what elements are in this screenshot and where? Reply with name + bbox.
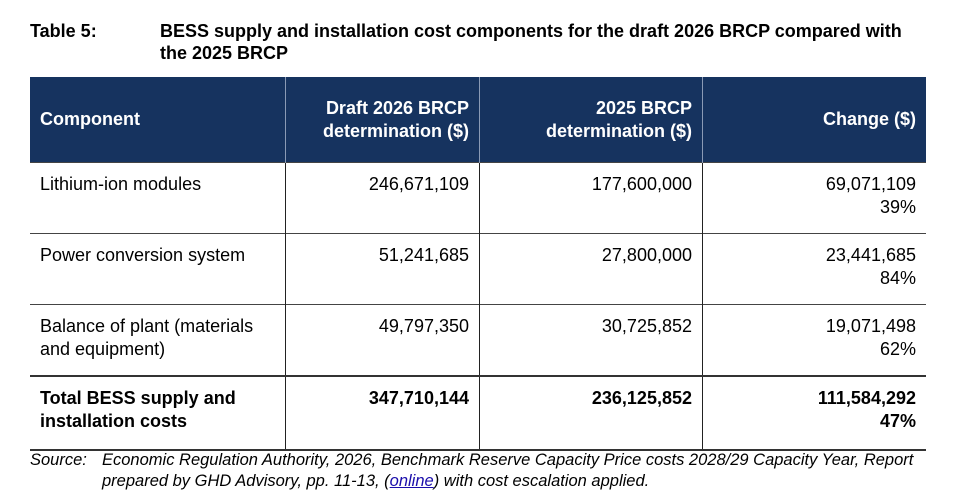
table-title: BESS supply and installation cost compon… bbox=[160, 21, 902, 63]
draft-cell: 347,710,144 bbox=[285, 375, 480, 451]
header-draft-2026: Draft 2026 BRCP determination ($) bbox=[285, 77, 480, 163]
component-cell: Balance of plant (materials and equipmen… bbox=[30, 304, 286, 376]
change-value: 69,071,109 bbox=[825, 174, 916, 194]
table-row: Power conversion system 51,241,685 27,80… bbox=[30, 233, 926, 305]
header-2025: 2025 BRCP determination ($) bbox=[479, 77, 703, 163]
prior-cell: 27,800,000 bbox=[479, 233, 703, 305]
change-percent: 47% bbox=[879, 411, 916, 431]
component-cell: Lithium-ion modules bbox=[30, 162, 286, 234]
table-row: Balance of plant (materials and equipmen… bbox=[30, 304, 926, 376]
draft-cell: 49,797,350 bbox=[285, 304, 480, 376]
draft-cell: 246,671,109 bbox=[285, 162, 480, 234]
change-cell: 19,071,498 62% bbox=[702, 304, 926, 376]
change-cell: 69,071,109 39% bbox=[702, 162, 926, 234]
change-percent: 84% bbox=[879, 268, 916, 288]
prior-cell: 177,600,000 bbox=[479, 162, 703, 234]
cost-table: Component Draft 2026 BRCP determination … bbox=[30, 77, 926, 451]
change-value: 111,584,292 bbox=[817, 388, 916, 408]
change-cell: 111,584,292 47% bbox=[702, 375, 926, 451]
header-component: Component bbox=[30, 77, 286, 163]
change-percent: 39% bbox=[879, 197, 916, 217]
change-value: 19,071,498 bbox=[825, 316, 916, 336]
draft-cell: 51,241,685 bbox=[285, 233, 480, 305]
source-label: Source: bbox=[30, 451, 87, 469]
change-value: 23,441,685 bbox=[825, 245, 916, 265]
source-text: Economic Regulation Authority, 2026, Ben… bbox=[102, 450, 961, 492]
prior-cell: 30,725,852 bbox=[479, 304, 703, 376]
table-row: Lithium-ion modules 246,671,109 177,600,… bbox=[30, 162, 926, 234]
header-change: Change ($) bbox=[702, 77, 926, 163]
table-label: Table 5: bbox=[30, 21, 97, 41]
header-row: Component Draft 2026 BRCP determination … bbox=[30, 77, 926, 163]
source-text-part: Economic Regulation Authority, 2026, Ben… bbox=[102, 451, 914, 490]
change-percent: 62% bbox=[879, 339, 916, 359]
prior-cell: 236,125,852 bbox=[479, 375, 703, 451]
component-cell: Total BESS supply and installation costs bbox=[30, 375, 286, 451]
change-cell: 23,441,685 84% bbox=[702, 233, 926, 305]
source-text-part: ) with cost escalation applied. bbox=[433, 472, 650, 490]
component-cell: Power conversion system bbox=[30, 233, 286, 305]
online-link[interactable]: online bbox=[389, 472, 434, 490]
total-row: Total BESS supply and installation costs… bbox=[30, 375, 926, 451]
